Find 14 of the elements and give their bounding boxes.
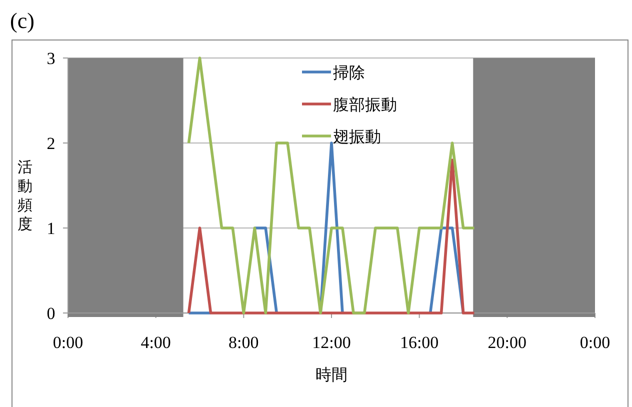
x-tick-label: 12:00 <box>312 333 351 352</box>
y-tick-label: 1 <box>46 219 56 238</box>
y-tick-label: 2 <box>46 134 56 153</box>
title: (c) <box>10 8 34 33</box>
y-tick-label: 3 <box>46 49 56 68</box>
y-axis-title: 活動頻度 <box>18 159 32 233</box>
x-tick-label: 20:00 <box>488 333 527 352</box>
x-tick-label: 8:00 <box>228 333 259 352</box>
x-axis-title: 時間 <box>316 366 348 384</box>
x-tick-label: 16:00 <box>400 333 439 352</box>
x-tick-label: 0:00 <box>580 333 610 352</box>
y-tick-label: 0 <box>46 304 56 323</box>
x-tick-label: 4:00 <box>140 333 171 352</box>
x-tick-label: 0:00 <box>52 333 84 352</box>
